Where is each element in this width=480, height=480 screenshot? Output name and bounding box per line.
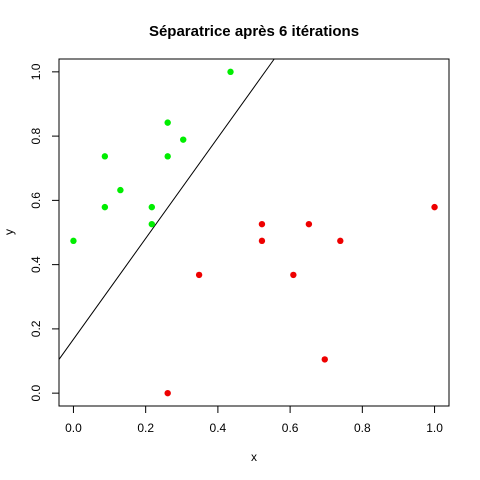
red-point [431,204,437,210]
y-tick-label: 0.0 [29,384,43,401]
separator-line [59,59,274,359]
green-point [70,238,76,244]
red-point [337,238,343,244]
x-axis: 0.0 0.2 0.4 0.6 0.8 1.0 [65,406,443,435]
green-point [149,204,155,210]
x-tick-label: 0.0 [65,421,82,435]
y-tick-label: 0.4 [29,256,43,273]
green-point [102,153,108,159]
y-tick-label: 0.2 [29,320,43,337]
green-point [180,136,186,142]
x-tick-label: 0.2 [137,421,154,435]
y-tick-label: 1.0 [29,63,43,80]
y-tick-label: 0.8 [29,127,43,144]
y-axis: 0.0 0.2 0.4 0.6 0.8 1.0 [29,63,59,401]
x-tick-label: 1.0 [426,421,443,435]
x-tick-label: 0.8 [354,421,371,435]
red-point [322,356,328,362]
x-tick-label: 0.4 [210,421,227,435]
plot-area [59,59,438,396]
green-point [164,119,170,125]
x-tick-label: 0.6 [282,421,299,435]
green-point [149,221,155,227]
green-point [117,187,123,193]
red-point [164,390,170,396]
red-point [259,221,265,227]
red-point [259,238,265,244]
chart-title: Séparatrice après 6 itérations [149,23,359,40]
y-axis-label: y [2,229,16,235]
x-axis-label: x [251,450,257,464]
data-points [70,69,438,397]
red-point [306,221,312,227]
y-tick-label: 0.6 [29,192,43,209]
green-point [227,69,233,75]
green-point [102,204,108,210]
plot-frame [59,59,449,406]
red-point [196,272,202,278]
red-point [290,272,296,278]
green-point [164,153,170,159]
